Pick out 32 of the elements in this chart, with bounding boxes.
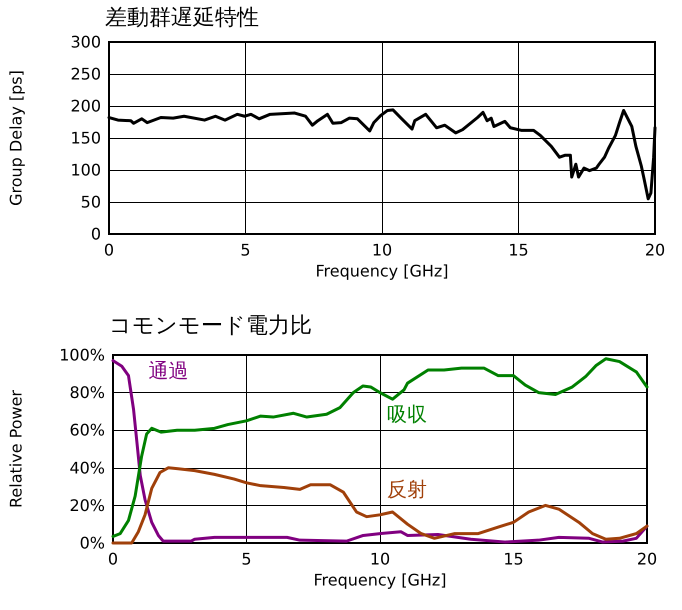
x-axis-title: Frequency [GHz]: [315, 261, 449, 280]
chart-title: 差動群遅延特性: [105, 4, 259, 30]
y-tick-label: 0: [90, 224, 101, 244]
x-tick-label: 20: [636, 550, 658, 568]
y-axis-title: Group Delay [ps]: [6, 70, 26, 206]
line-series: [112, 466, 648, 544]
y-tick-label: 250: [70, 64, 101, 84]
x-tick-label: 20: [644, 240, 666, 260]
y-tick-label: 100: [70, 160, 101, 180]
y-tick-label: 200: [70, 96, 101, 116]
y-tick-label: 300: [70, 32, 101, 52]
x-tick-label: 5: [240, 240, 251, 260]
x-tick-label: 5: [241, 550, 252, 568]
y-tick-label: 150: [70, 128, 101, 148]
y-tick-label: 50: [80, 192, 101, 212]
x-tick-label: 0: [108, 550, 118, 568]
y-tick-label: 80%: [69, 383, 105, 402]
y-tick-label: 0%: [80, 534, 105, 552]
series-label: 通過: [148, 358, 189, 383]
y-tick-label: 60%: [69, 420, 105, 440]
x-tick-label: 10: [372, 240, 392, 260]
x-axis-title: Frequency [GHz]: [313, 570, 447, 590]
x-tick-label: 10: [370, 550, 390, 568]
x-tick-label: 15: [508, 240, 529, 260]
x-tick-label: 15: [503, 550, 524, 568]
y-tick-label: 40%: [69, 458, 105, 478]
y-tick-label: 20%: [69, 496, 105, 515]
y-axis-title: Relative Power: [6, 390, 26, 508]
series-label: 反射: [387, 477, 428, 502]
y-tick-label: 100%: [59, 346, 105, 364]
series-label: 吸収: [387, 402, 428, 426]
chart-title: コモンモード電力比: [109, 312, 312, 338]
